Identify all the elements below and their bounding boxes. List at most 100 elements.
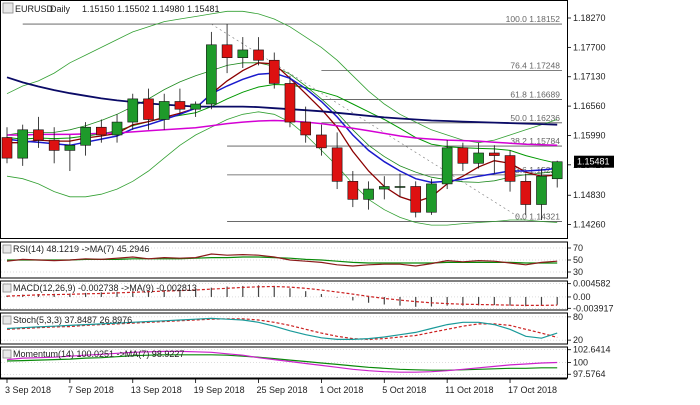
candle-bearish xyxy=(174,101,186,110)
chart-menu-icon[interactable] xyxy=(2,2,14,14)
candle-bullish xyxy=(17,129,29,159)
rsi-tick-label: 30 xyxy=(573,267,583,277)
momentum-tick-label: 97.5764 xyxy=(573,369,606,379)
momentum-label: Momentum(14) 100.0251 ->MA(7) 98.9227 xyxy=(13,349,184,359)
date-tick-label: 1 Oct 2018 xyxy=(319,385,363,395)
candle-bullish xyxy=(237,49,249,58)
candle-bullish xyxy=(536,175,547,205)
candle-bearish xyxy=(1,137,13,159)
rsi-tick-label: 70 xyxy=(573,243,583,253)
date-tick-label: 5 Oct 2018 xyxy=(382,385,426,395)
candle-bullish xyxy=(111,121,123,136)
candle-bearish xyxy=(284,83,296,123)
price-tick-label: 1.16560 xyxy=(573,101,606,111)
macd-tick-label: 0.00 xyxy=(573,292,591,302)
current-price-value: 1.15481 xyxy=(577,157,610,167)
date-tick-label: 13 Sep 2018 xyxy=(131,385,182,395)
price-tick-label: 1.15990 xyxy=(573,130,606,140)
price-tick-label: 1.14260 xyxy=(573,220,606,230)
candle-bearish xyxy=(331,147,343,182)
stoch-label: Stoch(5,3,3) 37.8487 26.8976 xyxy=(13,315,132,325)
rsi-menu-icon xyxy=(2,244,12,254)
momentum-menu-icon xyxy=(2,349,12,359)
fib-level-label: 76.4 1.17248 xyxy=(510,61,560,71)
candle-bearish xyxy=(457,147,469,164)
current-price-tag: 1.15481 xyxy=(574,155,614,168)
stoch-menu-icon xyxy=(2,315,12,325)
candle-bullish xyxy=(158,101,170,120)
indicator-panels: 70 50 30 RSI(14) 48.1219 ->MA(7) 45.2946 0.0… xyxy=(0,241,614,379)
fib-level-label: 100.0 1.18152 xyxy=(506,14,561,24)
candle-bearish xyxy=(268,59,280,84)
macd-tick-label: -0.003917 xyxy=(573,303,614,313)
stoch-d-line xyxy=(6,318,558,341)
candle-bearish xyxy=(520,181,532,205)
candle-bearish xyxy=(48,139,60,151)
macd-menu-icon xyxy=(2,283,12,293)
rsi-line xyxy=(6,253,558,267)
stoch-k-line xyxy=(6,317,558,340)
candle-bullish xyxy=(127,98,139,123)
candle-bearish xyxy=(33,129,44,141)
fib-level-label: 61.8 1.16689 xyxy=(510,89,560,99)
symbol-label: EURUSD xyxy=(15,4,54,14)
ma-navy-line xyxy=(6,76,558,126)
candle-bullish xyxy=(64,144,76,151)
candles xyxy=(1,24,563,220)
price-axis: 1.182701.177001.171301.165601.159901.154… xyxy=(567,13,606,230)
stoch-tick-label: 80 xyxy=(573,312,583,322)
date-tick-label: 17 Oct 2018 xyxy=(508,385,557,395)
fib-level-label: 38.2 1.15784 xyxy=(510,136,560,146)
candle-bearish xyxy=(221,44,233,58)
momentum-tick-label: 102.6414 xyxy=(573,345,611,355)
candle-bullish xyxy=(206,44,217,105)
macd-signal-line xyxy=(6,285,558,306)
date-axis: 3 Sep 2018 7 Sep 2018 13 Sep 2018 19 Sep 20… xyxy=(0,378,567,395)
candle-bearish xyxy=(143,98,154,120)
rsi-tick-label: 50 xyxy=(573,255,583,265)
price-tick-label: 1.17130 xyxy=(573,72,606,82)
candle-bullish xyxy=(426,183,437,213)
fib-level-label: 50.0 1.16236 xyxy=(510,113,560,123)
candle-bearish xyxy=(316,134,327,149)
candle-bullish xyxy=(551,161,563,180)
candle-bearish xyxy=(300,121,311,136)
date-tick-label: 3 Sep 2018 xyxy=(5,385,51,395)
macd-label: MACD(12,26,9) -0.002738 ->MA(9) -0.00281… xyxy=(13,283,197,293)
candle-bearish xyxy=(489,152,500,156)
header-low: 1.14980 xyxy=(152,4,185,14)
ma-darkred-line xyxy=(7,62,558,203)
fib-level-label: 0.0 1.14321 xyxy=(515,211,560,221)
bb-lower-line xyxy=(6,111,558,226)
candle-bullish xyxy=(473,152,484,164)
price-tick-label: 1.14830 xyxy=(573,190,606,200)
price-tick-label: 1.18270 xyxy=(573,13,606,23)
candle-bullish xyxy=(394,186,406,188)
candle-bearish xyxy=(410,186,422,213)
candle-bearish xyxy=(96,126,107,136)
current-price-box xyxy=(574,155,614,168)
momentum-tick-label: 100 xyxy=(573,358,588,368)
header-high: 1.15502 xyxy=(117,4,150,14)
candle-bearish xyxy=(504,155,516,182)
date-tick-label: 7 Sep 2018 xyxy=(68,385,114,395)
rsi-label: RSI(14) 48.1219 ->MA(7) 45.2946 xyxy=(13,244,149,254)
macd-tick-label: 0.004582 xyxy=(573,279,611,289)
candle-bullish xyxy=(190,103,201,110)
momentum-ma-line xyxy=(6,354,558,371)
candle-bullish xyxy=(441,147,453,185)
header-close: 1.15481 xyxy=(187,4,220,14)
date-tick-label: 19 Sep 2018 xyxy=(194,385,245,395)
price-tick-label: 1.17700 xyxy=(573,42,606,52)
timeframe-label: Daily xyxy=(50,4,71,14)
candle-bullish xyxy=(363,188,374,200)
macd-panel-frame xyxy=(0,280,568,311)
candle-bearish xyxy=(347,181,359,200)
momentum-line xyxy=(6,350,558,373)
ma-blue-line xyxy=(6,72,558,184)
candle-bearish xyxy=(253,49,264,61)
candle-bullish xyxy=(80,126,91,146)
date-tick-label: 25 Sep 2018 xyxy=(257,385,308,395)
